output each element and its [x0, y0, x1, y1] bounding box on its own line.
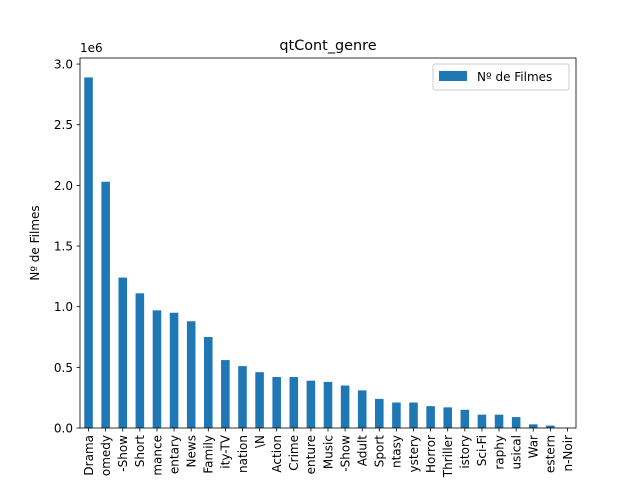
- x-tick-label: raphy: [492, 435, 506, 470]
- bar-8: [221, 360, 230, 428]
- x-tick-label: estern: [544, 435, 558, 473]
- x-tick-label: Family: [202, 435, 216, 474]
- x-tick-label: -Show: [338, 435, 352, 472]
- bar-5: [170, 313, 179, 428]
- bar-19: [409, 403, 418, 428]
- y-axis-label: Nº de Filmes: [28, 205, 42, 280]
- bar-18: [392, 403, 401, 428]
- bar-21: [443, 407, 452, 428]
- x-tick-label: News: [184, 435, 198, 467]
- bar-20: [426, 406, 435, 428]
- bar-0: [84, 77, 93, 428]
- bars-layer: [84, 77, 571, 428]
- legend-swatch: [439, 71, 467, 81]
- bar-2: [118, 278, 127, 428]
- y-tick-label: 1.0: [54, 300, 73, 314]
- y-tick-label: 0.0: [54, 422, 73, 436]
- x-tick-label: istory: [458, 435, 472, 469]
- legend: Nº de Filmes: [433, 64, 569, 90]
- x-tick-label: \N: [253, 435, 267, 448]
- bar-14: [324, 382, 333, 428]
- x-tick-label: Adult: [356, 435, 370, 467]
- x-tick-label: Sport: [373, 435, 387, 468]
- x-tick-label: mance: [150, 435, 164, 476]
- y-tick-label: 3.0: [54, 58, 73, 72]
- x-tick-label: entary: [167, 435, 181, 474]
- x-tick-label: usical: [509, 435, 523, 469]
- x-tick-label: Action: [270, 435, 284, 473]
- x-tick-label: War: [527, 435, 541, 458]
- bar-15: [341, 386, 350, 428]
- bar-10: [255, 372, 264, 428]
- y-tick-label: 0.5: [54, 361, 73, 375]
- bar-17: [375, 399, 384, 428]
- x-tick-label: Horror: [424, 435, 438, 473]
- bar-9: [238, 366, 247, 428]
- bar-4: [153, 310, 162, 428]
- bar-3: [136, 293, 145, 428]
- x-tick-label: Thriller: [441, 435, 455, 478]
- x-tick-label: Crime: [287, 435, 301, 471]
- x-tick-label: Sci-Fi: [475, 435, 489, 466]
- x-tick-label: ystery: [407, 435, 421, 472]
- bar-16: [358, 390, 367, 428]
- bar-26: [529, 424, 538, 428]
- bar-13: [307, 381, 316, 428]
- bar-6: [187, 321, 196, 428]
- x-tick-label: n-Noir: [561, 435, 575, 472]
- bar-11: [272, 377, 281, 428]
- y-tick-label: 2.0: [54, 179, 73, 193]
- x-tick-label: -Show: [116, 435, 130, 472]
- chart-title: qtCont_genre: [279, 38, 376, 54]
- y-tick-label: 1.5: [54, 240, 73, 254]
- x-tick-label: Drama: [82, 435, 96, 476]
- bar-25: [512, 417, 521, 428]
- x-tick-label: Short: [133, 435, 147, 467]
- x-tick-label: Music: [321, 435, 335, 469]
- x-tick-label: nation: [236, 435, 250, 473]
- x-tick-label: omedy: [99, 435, 113, 476]
- x-tick-label: ntasy: [390, 435, 404, 468]
- legend-label: Nº de Filmes: [477, 70, 552, 84]
- bar-22: [461, 410, 470, 428]
- bar-1: [101, 182, 110, 428]
- bar-23: [478, 415, 487, 428]
- y-axis-multiplier: 1e6: [80, 41, 103, 55]
- x-tick-label: enture: [304, 435, 318, 474]
- x-tick-label: ity-TV: [219, 434, 233, 468]
- bar-24: [495, 415, 504, 428]
- bar-7: [204, 337, 213, 428]
- bar-12: [290, 377, 299, 428]
- y-tick-label: 2.5: [54, 118, 73, 132]
